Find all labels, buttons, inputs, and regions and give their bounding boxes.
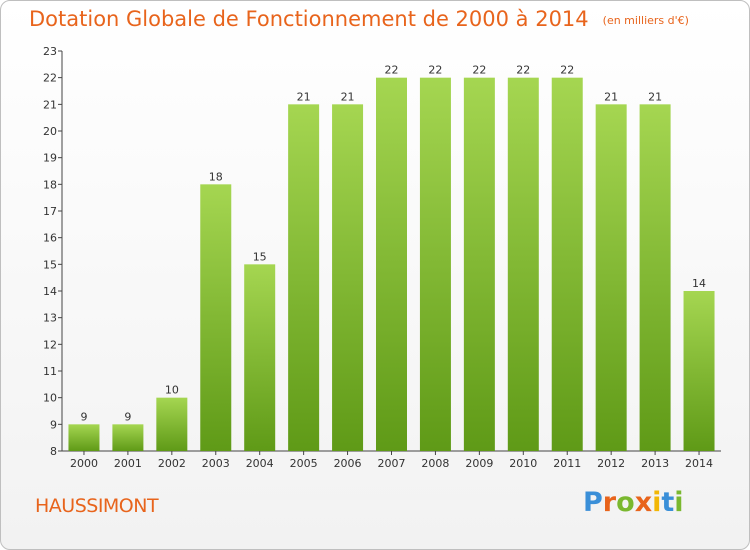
logo-letter: P: [583, 487, 603, 518]
bar: [376, 77, 407, 452]
unit-label: (en milliers d'€): [602, 14, 689, 27]
bar: [156, 397, 188, 451]
x-tick-label: 2004: [246, 457, 274, 470]
bar: [463, 77, 495, 452]
bar: [244, 264, 276, 451]
bar: [332, 104, 364, 451]
x-tick-label: 2007: [378, 457, 406, 470]
bar-value-label: 21: [648, 90, 662, 103]
y-tick-label: 23: [43, 45, 57, 58]
bar-value-label: 18: [209, 170, 223, 183]
logo-letter: t: [661, 487, 675, 518]
x-tick-label: 2008: [421, 457, 449, 470]
bar: [112, 424, 144, 451]
bar-value-label: 15: [253, 250, 267, 263]
bar-value-label: 22: [385, 64, 399, 77]
x-tick-label: 2013: [641, 457, 669, 470]
x-tick-label: 2001: [114, 457, 142, 470]
y-tick-label: 18: [43, 178, 57, 191]
y-tick-label: 19: [43, 152, 57, 165]
x-tick-label: 2000: [70, 457, 98, 470]
x-tick-label: 2006: [334, 457, 362, 470]
y-tick-label: 16: [43, 232, 57, 245]
logo-letter: i: [674, 487, 684, 518]
logo-letter: r: [602, 487, 617, 518]
bar-value-label: 22: [428, 64, 442, 77]
bar: [288, 104, 320, 451]
bar-value-label: 14: [692, 277, 706, 290]
bar-value-label: 22: [472, 64, 486, 77]
x-tick-label: 2014: [685, 457, 713, 470]
title-text: Dotation Globale de Fonctionnement de 20…: [29, 7, 589, 31]
x-tick-label: 2005: [290, 457, 318, 470]
x-tick-label: 2012: [597, 457, 625, 470]
bar-value-label: 22: [516, 64, 530, 77]
bar-value-label: 10: [165, 384, 179, 397]
commune-name: HAUSSIMONT: [35, 495, 159, 517]
y-tick-label: 22: [43, 72, 57, 85]
logo-letter: o: [616, 487, 635, 518]
y-tick-label: 15: [43, 258, 57, 271]
x-tick-label: 2011: [553, 457, 581, 470]
bar: [595, 104, 627, 451]
bar-value-label: 22: [560, 64, 574, 77]
x-tick-label: 2010: [509, 457, 537, 470]
proxiti-logo: Proxiti: [583, 487, 684, 518]
y-tick-label: 17: [43, 205, 57, 218]
bar: [68, 424, 100, 451]
bar: [551, 77, 583, 452]
bar-value-label: 9: [124, 410, 131, 423]
bar-value-label: 9: [80, 410, 87, 423]
bar-value-label: 21: [341, 90, 355, 103]
y-tick-label: 13: [43, 312, 57, 325]
bar: [507, 77, 539, 452]
logo-letter: x: [634, 487, 653, 518]
y-tick-label: 14: [43, 285, 57, 298]
y-tick-label: 9: [50, 418, 57, 431]
bar: [419, 77, 451, 452]
y-tick-label: 11: [43, 365, 57, 378]
bar-value-label: 21: [297, 90, 311, 103]
x-tick-label: 2002: [158, 457, 186, 470]
bar: [200, 184, 232, 452]
bar: [639, 104, 671, 451]
logo-letter: i: [652, 487, 662, 518]
chart-title: Dotation Globale de Fonctionnement de 20…: [29, 7, 689, 31]
y-tick-label: 21: [43, 98, 57, 111]
y-tick-label: 8: [50, 445, 57, 458]
y-tick-label: 20: [43, 125, 57, 138]
bar: [683, 291, 715, 451]
x-tick-label: 2009: [465, 457, 493, 470]
y-tick-label: 10: [43, 392, 57, 405]
y-tick-label: 12: [43, 338, 57, 351]
x-tick-label: 2003: [202, 457, 230, 470]
bar-value-label: 21: [604, 90, 618, 103]
